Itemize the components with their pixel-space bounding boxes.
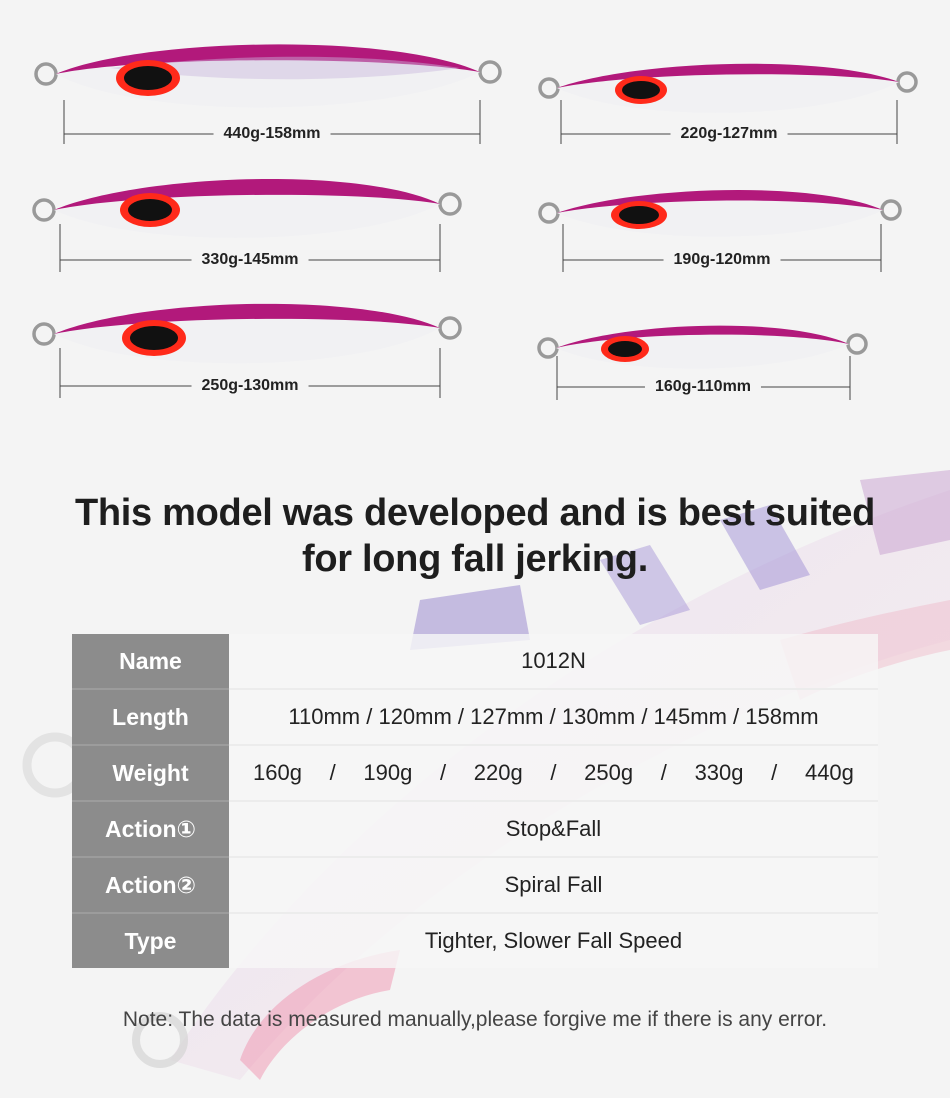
headline-line-1: This model was developed and is best sui… — [74, 492, 876, 534]
spec-value-action2: Spiral Fall — [229, 857, 878, 914]
lure-250g-label: 250g-130mm — [191, 377, 309, 395]
spec-label-weight: Weight — [72, 745, 229, 802]
lure-220g-graphic — [538, 63, 918, 144]
weight-item: 160g — [253, 760, 302, 785]
lure-190g: 190g-120mm — [535, 180, 915, 275]
spec-row-weight: Weight 160g / 190g / 220g / 250g / 330g … — [72, 745, 878, 802]
weight-separator: / — [329, 760, 336, 785]
lure-330g-graphic — [32, 179, 462, 272]
lure-440g: 440g-158mm — [30, 38, 510, 148]
weight-separator: / — [771, 760, 778, 785]
lure-250g: 250g-130mm — [30, 296, 480, 401]
weight-separator: / — [440, 760, 447, 785]
weight-item: 330g — [694, 760, 744, 785]
spec-table: Name 1012N Length 110mm / 120mm / 127mm … — [72, 634, 878, 968]
spec-label-name: Name — [72, 634, 229, 690]
spec-label-type: Type — [72, 913, 229, 968]
spec-label-length: Length — [72, 689, 229, 746]
spec-value-weight: 160g / 190g / 220g / 250g / 330g / 440g — [229, 745, 878, 802]
lure-190g-label: 190g-120mm — [663, 251, 781, 269]
spec-value-type: Tighter, Slower Fall Speed — [229, 913, 878, 968]
lure-220g: 220g-127mm — [535, 56, 935, 148]
weight-item: 250g — [584, 760, 634, 785]
weight-list: 160g / 190g / 220g / 250g / 330g / 440g — [229, 760, 878, 786]
weight-item: 440g — [804, 760, 854, 785]
spec-label-action2: Action② — [72, 857, 229, 914]
weight-separator: / — [550, 760, 557, 785]
spec-label-action1: Action① — [72, 801, 229, 858]
lure-440g-graphic — [34, 44, 502, 144]
headline-line-2: for long fall jerking. — [302, 538, 648, 580]
lure-160g-graphic — [537, 325, 868, 400]
lure-330g-label: 330g-145mm — [191, 251, 309, 269]
lure-440g-label: 440g-158mm — [213, 125, 331, 143]
spec-row-type: Type Tighter, Slower Fall Speed — [72, 913, 878, 968]
spec-row-action2: Action② Spiral Fall — [72, 857, 878, 914]
spec-value-name: 1012N — [229, 634, 878, 690]
weight-item: 220g — [473, 760, 523, 785]
spec-row-length: Length 110mm / 120mm / 127mm / 130mm / 1… — [72, 689, 878, 746]
spec-row-name: Name 1012N — [72, 634, 878, 690]
weight-separator: / — [660, 760, 667, 785]
lure-190g-graphic — [538, 189, 902, 272]
spec-value-action1: Stop&Fall — [229, 801, 878, 858]
spec-row-action1: Action① Stop&Fall — [72, 801, 878, 858]
lure-160g-label: 160g-110mm — [644, 378, 762, 396]
lure-160g: 160g-110mm — [535, 314, 875, 404]
spec-value-length: 110mm / 120mm / 127mm / 130mm / 145mm / … — [229, 689, 878, 746]
lure-250g-graphic — [32, 303, 462, 398]
lure-220g-label: 220g-127mm — [670, 125, 788, 143]
disclaimer-note: Note: The data is measured manually,plea… — [122, 1008, 828, 1031]
weight-item: 190g — [363, 760, 413, 785]
lure-330g: 330g-145mm — [30, 170, 480, 275]
